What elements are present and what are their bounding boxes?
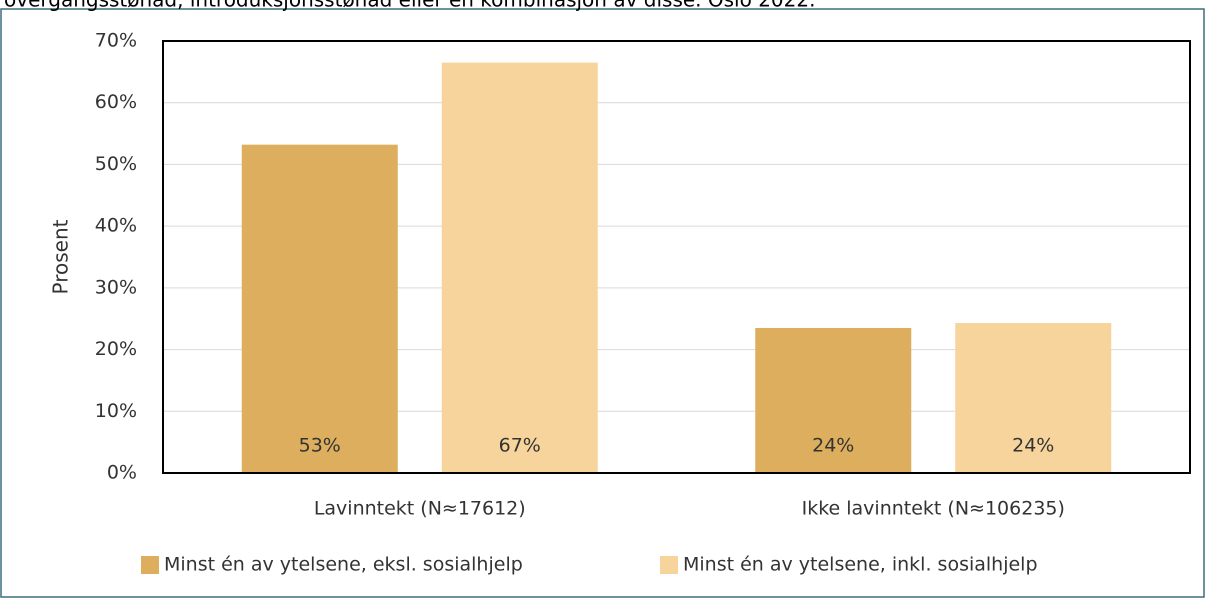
y-tick-label: 50%	[95, 153, 137, 175]
plot-border	[162, 40, 1191, 474]
bar	[755, 327, 912, 473]
x-tick-label: Lavinntekt (N≈17612)	[314, 498, 526, 520]
frame	[0, 8, 1205, 598]
y-tick-label: 10%	[95, 400, 137, 422]
legend-swatch	[660, 556, 678, 574]
legend-label: Minst én av ytelsene, inkl. sosialhjelp	[683, 554, 1038, 576]
bar	[441, 62, 598, 473]
y-tick-label: 40%	[95, 215, 137, 237]
y-tick-label: 60%	[95, 91, 137, 113]
value-label: 24%	[1012, 435, 1054, 457]
y-tick-label: 0%	[107, 462, 137, 484]
y-axis-label: Prosent	[49, 219, 73, 294]
y-tick-label: 30%	[95, 276, 137, 298]
bar	[955, 323, 1112, 473]
legend-swatch	[141, 556, 159, 574]
bar	[241, 144, 398, 473]
value-label: 53%	[299, 435, 341, 457]
legend-label: Minst én av ytelsene, eksl. sosialhjelp	[164, 554, 523, 576]
y-tick-label: 70%	[95, 30, 137, 52]
x-tick-label: Ikke lavinntekt (N≈106235)	[802, 498, 1065, 520]
chart-title: overgangsstønad, introduksjonsstønad ell…	[4, 0, 815, 12]
value-label: 67%	[499, 435, 541, 457]
value-label: 24%	[812, 435, 854, 457]
y-tick-label: 20%	[95, 338, 137, 360]
